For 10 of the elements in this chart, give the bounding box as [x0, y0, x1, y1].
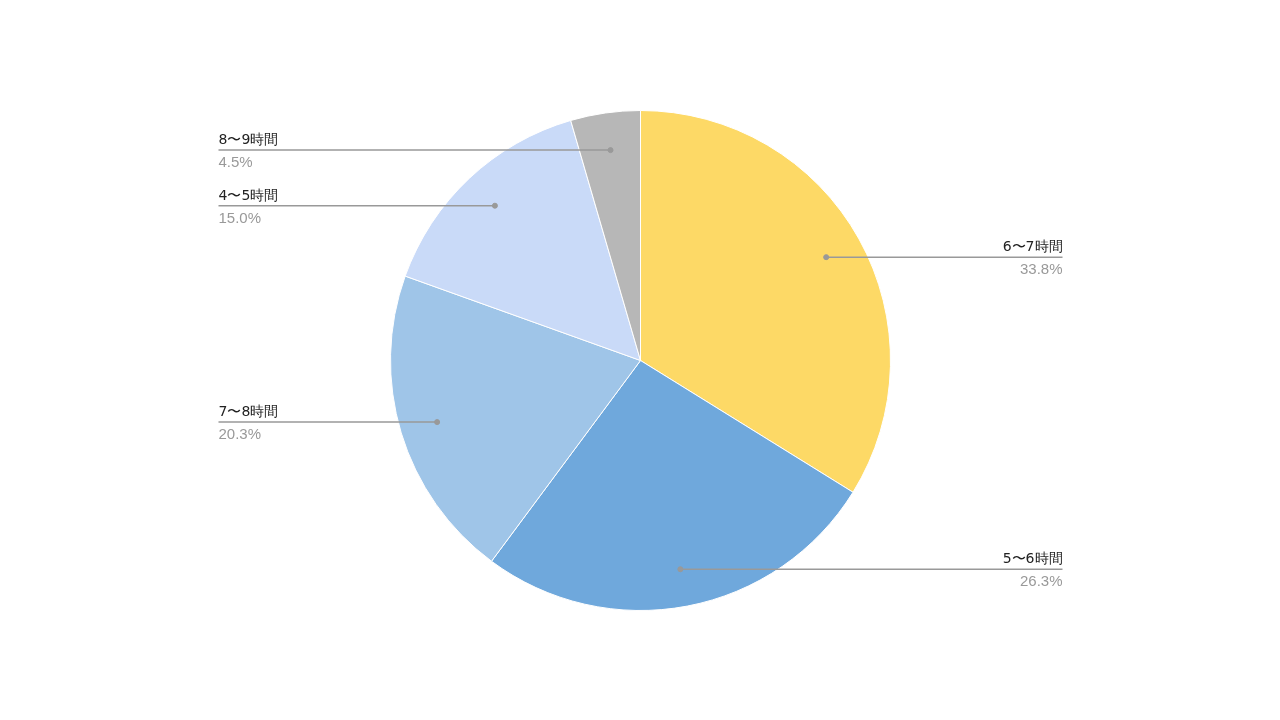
data-label: 33.8% [1019, 260, 1063, 278]
data-label: 4.5% [218, 153, 253, 171]
data-label: 20.3% [218, 425, 262, 443]
data-label: 15.0% [218, 208, 262, 226]
slice-label: 6〜7時間 [1002, 238, 1063, 255]
data-label: 26.3% [1019, 572, 1063, 590]
slice-label: 4〜5時間 [218, 186, 279, 203]
slice-label: 8〜9時間 [218, 131, 279, 148]
slice-label: 7〜8時間 [218, 403, 279, 420]
slice-label: 5〜6時間 [1002, 550, 1063, 567]
